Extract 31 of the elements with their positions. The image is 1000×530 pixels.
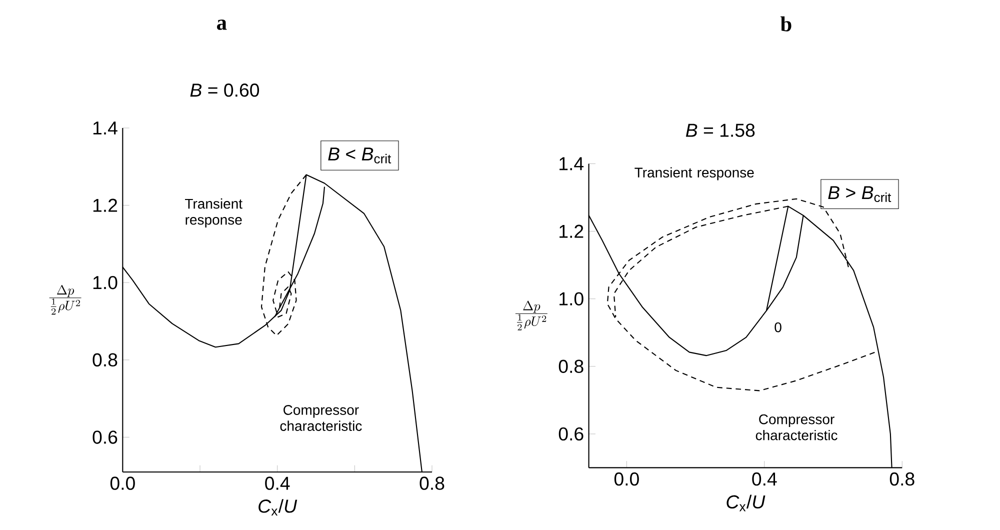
y-tick-label: 0.6 (558, 427, 584, 441)
annotation: Transient response (185, 198, 242, 228)
y-tick-label: 0.8 (558, 360, 584, 374)
x-tick-label: 0.4 (752, 472, 777, 486)
annotation: B > B$_{crit}$ (828, 186, 892, 202)
chart-title: b (780, 16, 792, 32)
y-tick-label: 1.0 (93, 276, 118, 290)
x-tick-label: 0.8 (890, 472, 914, 486)
y-tick-label: 1.2 (93, 198, 118, 212)
x-tick-label: 0.0 (614, 472, 639, 486)
x-axis-title: C$_{x}$/U (726, 494, 766, 512)
annotation: B < B$_{crit}$ (328, 148, 392, 164)
x-axis-title: C$_{x}$/U (258, 499, 298, 516)
chart-subtitle: B = 0.60 (190, 84, 260, 97)
chart-subtitle: B = 1.58 (686, 124, 755, 137)
annotation: Compressor characteristic (280, 405, 362, 431)
y-axis-title: $\frac{\Delta p}{\frac{1}{2}\rho U^{2}}$ (515, 300, 548, 330)
y-tick-label: 1.0 (560, 292, 584, 306)
y-tick-label: 1.2 (560, 224, 584, 238)
chart-title: a (217, 20, 227, 30)
y-tick-label: 0.6 (92, 430, 118, 444)
y-tick-label: 0.8 (92, 353, 118, 367)
y-axis-title: $\frac{\Delta p}{\frac{1}{2}\rho U^{2}}$ (49, 284, 82, 315)
x-tick-label: 0.4 (265, 476, 290, 490)
x-tick-label: 0.0 (110, 476, 135, 490)
annotation: Compressor characteristic (756, 414, 838, 440)
y-tick-label: 1.4 (560, 157, 584, 170)
x-tick-label: 0.8 (420, 476, 444, 490)
y-tick-label: 1.4 (93, 122, 118, 134)
annotation: Transient response (634, 167, 754, 180)
annotation: 0 (774, 322, 782, 332)
